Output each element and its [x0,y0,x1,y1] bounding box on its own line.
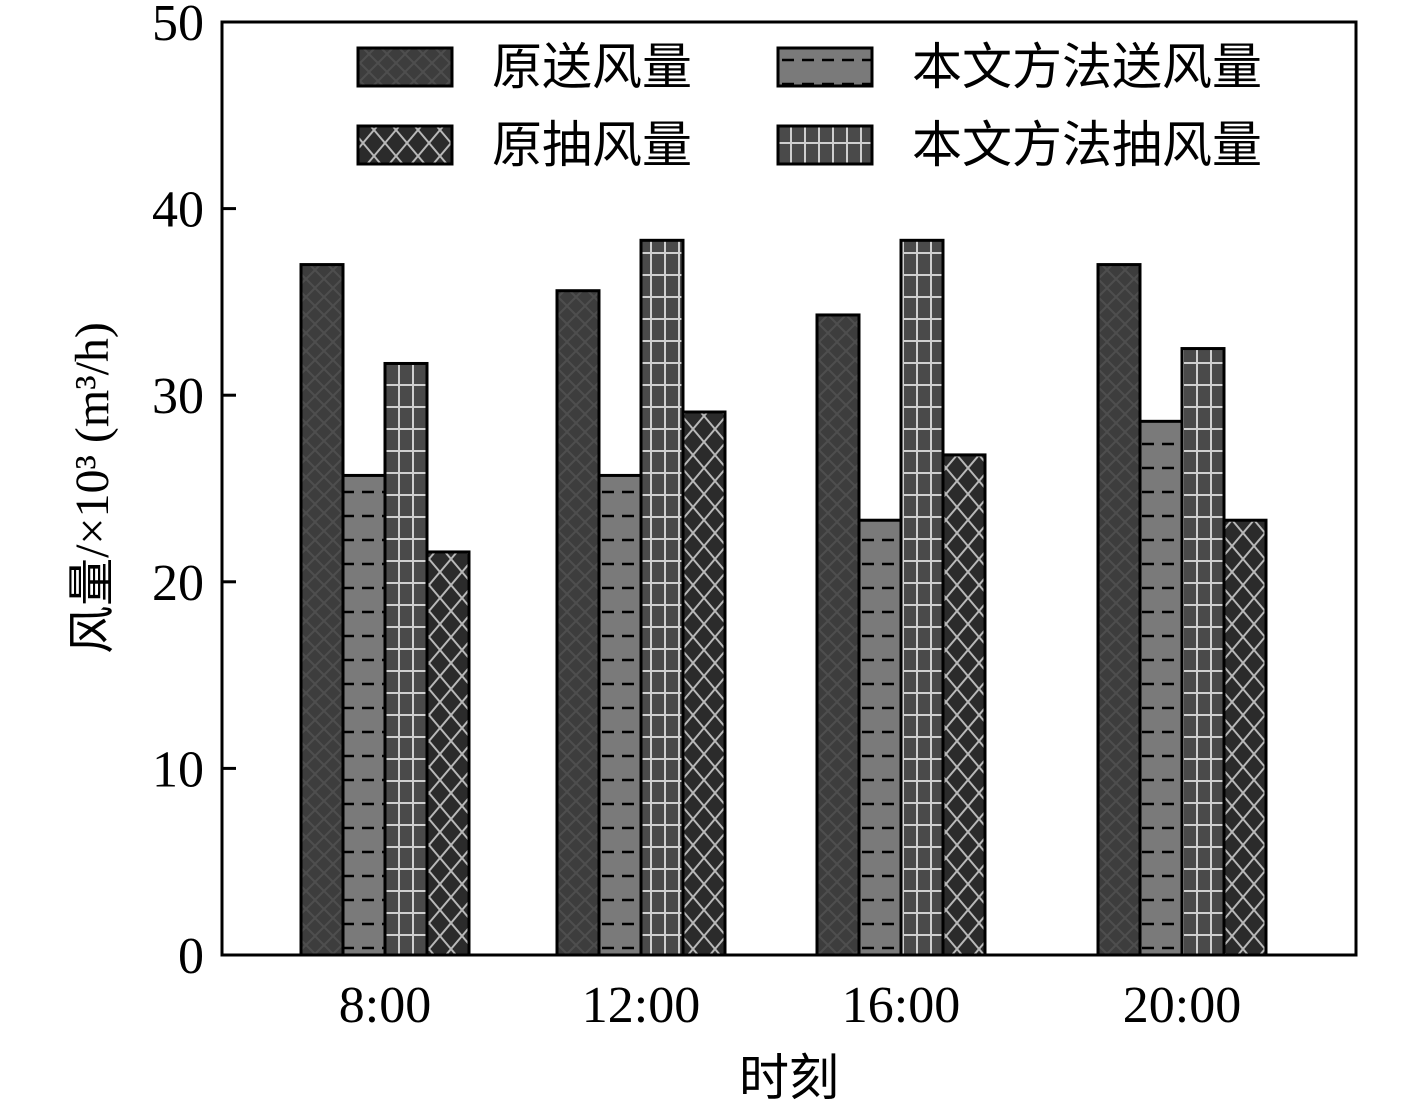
y-axis-label: 风量/×10³ (m³/h) [66,322,119,654]
bars-layer [299,238,1268,957]
x-tick-label: 16:00 [842,977,960,1034]
x-tick-label: 20:00 [1123,977,1241,1034]
bar [299,263,345,957]
bar [425,550,471,957]
legend-swatch [356,46,454,88]
bar [555,289,601,957]
bar [1096,263,1142,957]
x-tick-label: 8:00 [339,977,431,1034]
legend-label: 原抽风量 [492,116,692,174]
plot-frame [220,20,1358,957]
legend-label: 原送风量 [492,38,692,96]
bar [639,238,685,957]
legend-swatch [776,46,874,88]
bar [815,313,861,957]
legend-swatch [356,124,454,166]
y-tick-label: 30 [152,368,204,425]
y-tick-label: 10 [152,741,204,798]
bar [1222,518,1268,957]
legend-label: 本文方法送风量 [912,38,1262,96]
bar [941,453,987,957]
bar [681,410,727,957]
legend-swatch [776,124,874,166]
bar [597,473,643,957]
x-tick-label: 12:00 [582,977,700,1034]
bar [383,361,429,957]
y-tick-label: 20 [152,555,204,612]
bar [857,518,903,957]
bar [1138,419,1184,957]
x-axis: 8:00 12:00 16:00 20:00 [339,977,1241,1034]
y-tick-label: 40 [152,182,204,239]
bar [1180,347,1226,957]
x-axis-label: 时刻 [739,1049,839,1107]
bar [899,238,945,957]
y-tick-label: 0 [178,928,204,985]
bar [341,473,387,957]
y-tick-label: 50 [152,0,204,52]
legend-label: 本文方法抽风量 [912,116,1262,174]
y-axis: 0 10 20 30 40 50 [152,0,236,985]
